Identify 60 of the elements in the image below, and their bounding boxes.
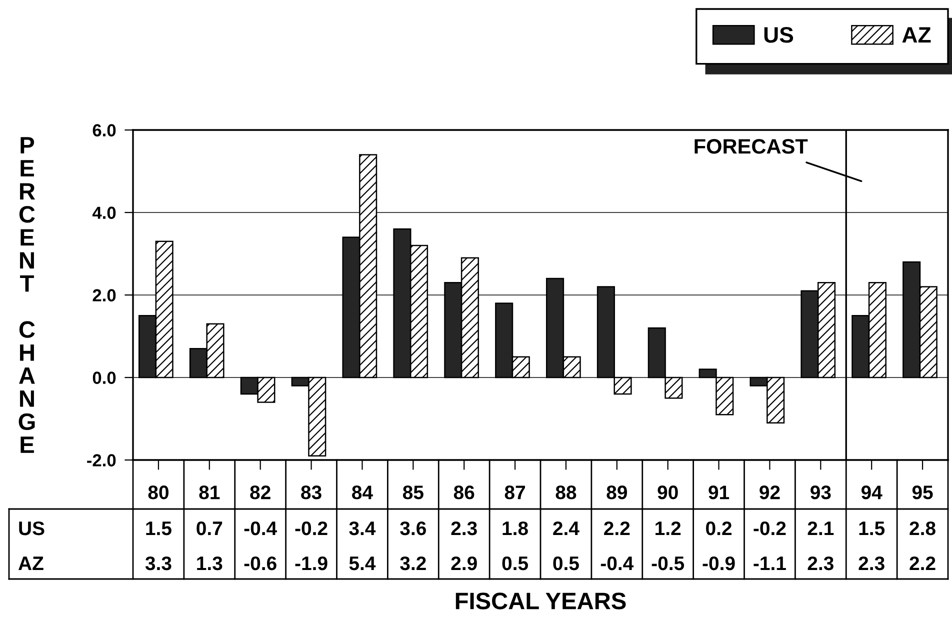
data-label: 2.3 xyxy=(808,556,834,570)
data-label: 5.4 xyxy=(349,556,376,570)
data-label: -0.4 xyxy=(600,556,634,570)
data-label: 1.2 xyxy=(656,521,681,536)
x-tick-label: 92 xyxy=(760,486,780,500)
data-label: 0.5 xyxy=(553,556,579,570)
x-tick-label: 90 xyxy=(658,486,678,500)
data-label: -0.2 xyxy=(754,521,786,536)
x-tick-label: 87 xyxy=(504,486,525,500)
x-tick-label: 95 xyxy=(912,486,933,500)
data-label: 2.2 xyxy=(910,556,936,570)
data-label: 1.8 xyxy=(502,521,528,536)
ref-line-label: FORECAST xyxy=(694,138,808,154)
data-label: 2.8 xyxy=(910,521,936,536)
text: PERCENT CHANGE xyxy=(18,137,36,453)
y-tick-label: 0.0 xyxy=(92,372,116,384)
x-tick-label: 83 xyxy=(301,486,322,500)
x-tick-label: 82 xyxy=(250,486,270,500)
y-tick-label: 4.0 xyxy=(92,206,116,219)
data-label: 3.6 xyxy=(400,521,426,536)
text: US xyxy=(19,521,44,536)
y-tick-label: -2.0 xyxy=(87,454,116,466)
x-tick-label: 81 xyxy=(199,486,220,500)
data-label: 3.3 xyxy=(145,556,172,570)
data-label: -0.5 xyxy=(652,556,684,570)
data-label: -0.2 xyxy=(295,521,328,536)
data-label: -0.6 xyxy=(244,556,276,570)
data-label: -1.1 xyxy=(754,556,786,570)
text: AZ xyxy=(18,556,44,570)
legend-label: US xyxy=(764,27,794,43)
data-label: 2.3 xyxy=(858,556,884,570)
y-tick-label: 2.0 xyxy=(92,289,116,302)
data-label: 2.3 xyxy=(451,521,477,536)
y-tick-label: 6.0 xyxy=(92,124,116,136)
data-label: 1.5 xyxy=(146,522,172,536)
x-tick-label: 85 xyxy=(402,486,424,500)
data-label: 2.1 xyxy=(808,521,834,536)
x-tick-label: 94 xyxy=(861,486,882,500)
data-label: 2.2 xyxy=(604,521,630,536)
data-label: 1.3 xyxy=(197,556,222,570)
data-label: 1.5 xyxy=(859,522,885,536)
data-label: -0.9 xyxy=(702,556,735,570)
data-label: 0.5 xyxy=(502,556,528,570)
x-axis-title: FISCAL YEARS xyxy=(456,592,626,610)
x-tick-label: 86 xyxy=(454,486,474,500)
x-tick-label: 93 xyxy=(810,486,831,500)
legend-label: AZ xyxy=(902,27,931,43)
data-label: 2.9 xyxy=(451,556,477,570)
data-label: 0.2 xyxy=(706,521,732,536)
data-label: 0.7 xyxy=(196,521,222,536)
data-label: -1.9 xyxy=(295,556,328,570)
data-label: 3.2 xyxy=(400,556,426,570)
x-tick-label: 89 xyxy=(606,486,627,500)
data-label: -0.4 xyxy=(244,521,277,536)
x-tick-label: 88 xyxy=(556,486,576,500)
x-tick-label: 91 xyxy=(708,486,730,500)
data-label: 2.4 xyxy=(553,521,580,536)
x-tick-label: 84 xyxy=(352,486,373,500)
x-tick-label: 80 xyxy=(148,486,168,500)
data-label: 3.4 xyxy=(349,521,376,536)
